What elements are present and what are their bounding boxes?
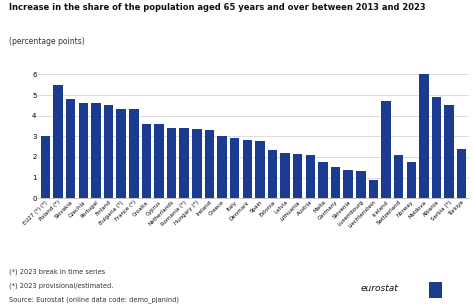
Bar: [407, 162, 416, 198]
Bar: [306, 155, 315, 198]
Bar: [91, 103, 100, 198]
Bar: [255, 142, 264, 198]
Bar: [344, 170, 353, 198]
Bar: [167, 128, 176, 198]
Text: (*) 2023 break in time series: (*) 2023 break in time series: [9, 268, 106, 275]
Text: (percentage points): (percentage points): [9, 37, 85, 46]
Bar: [142, 124, 151, 198]
Bar: [66, 99, 75, 198]
Text: (*) 2023 provisional/estimated.: (*) 2023 provisional/estimated.: [9, 282, 114, 289]
Bar: [419, 74, 428, 198]
Bar: [41, 136, 50, 198]
Bar: [54, 85, 63, 198]
Bar: [154, 124, 164, 198]
Bar: [457, 149, 466, 198]
Text: Source: Eurostat (online data code: demo_pjanind): Source: Eurostat (online data code: demo…: [9, 296, 180, 303]
Bar: [432, 97, 441, 198]
Bar: [394, 155, 403, 198]
Bar: [192, 129, 201, 198]
Bar: [293, 154, 302, 198]
Bar: [268, 150, 277, 198]
Text: Increase in the share of the population aged 65 years and over between 2013 and : Increase in the share of the population …: [9, 3, 426, 12]
Bar: [331, 167, 340, 198]
Bar: [230, 138, 239, 198]
Bar: [318, 162, 328, 198]
Bar: [79, 103, 88, 198]
Bar: [104, 105, 113, 198]
Bar: [243, 140, 252, 198]
Bar: [369, 180, 378, 198]
Bar: [180, 128, 189, 198]
Bar: [444, 105, 454, 198]
Bar: [281, 153, 290, 198]
Text: eurostat: eurostat: [360, 284, 398, 293]
Bar: [218, 136, 227, 198]
Bar: [356, 171, 365, 198]
Bar: [129, 109, 138, 198]
Bar: [117, 109, 126, 198]
Bar: [205, 130, 214, 198]
Bar: [381, 101, 391, 198]
